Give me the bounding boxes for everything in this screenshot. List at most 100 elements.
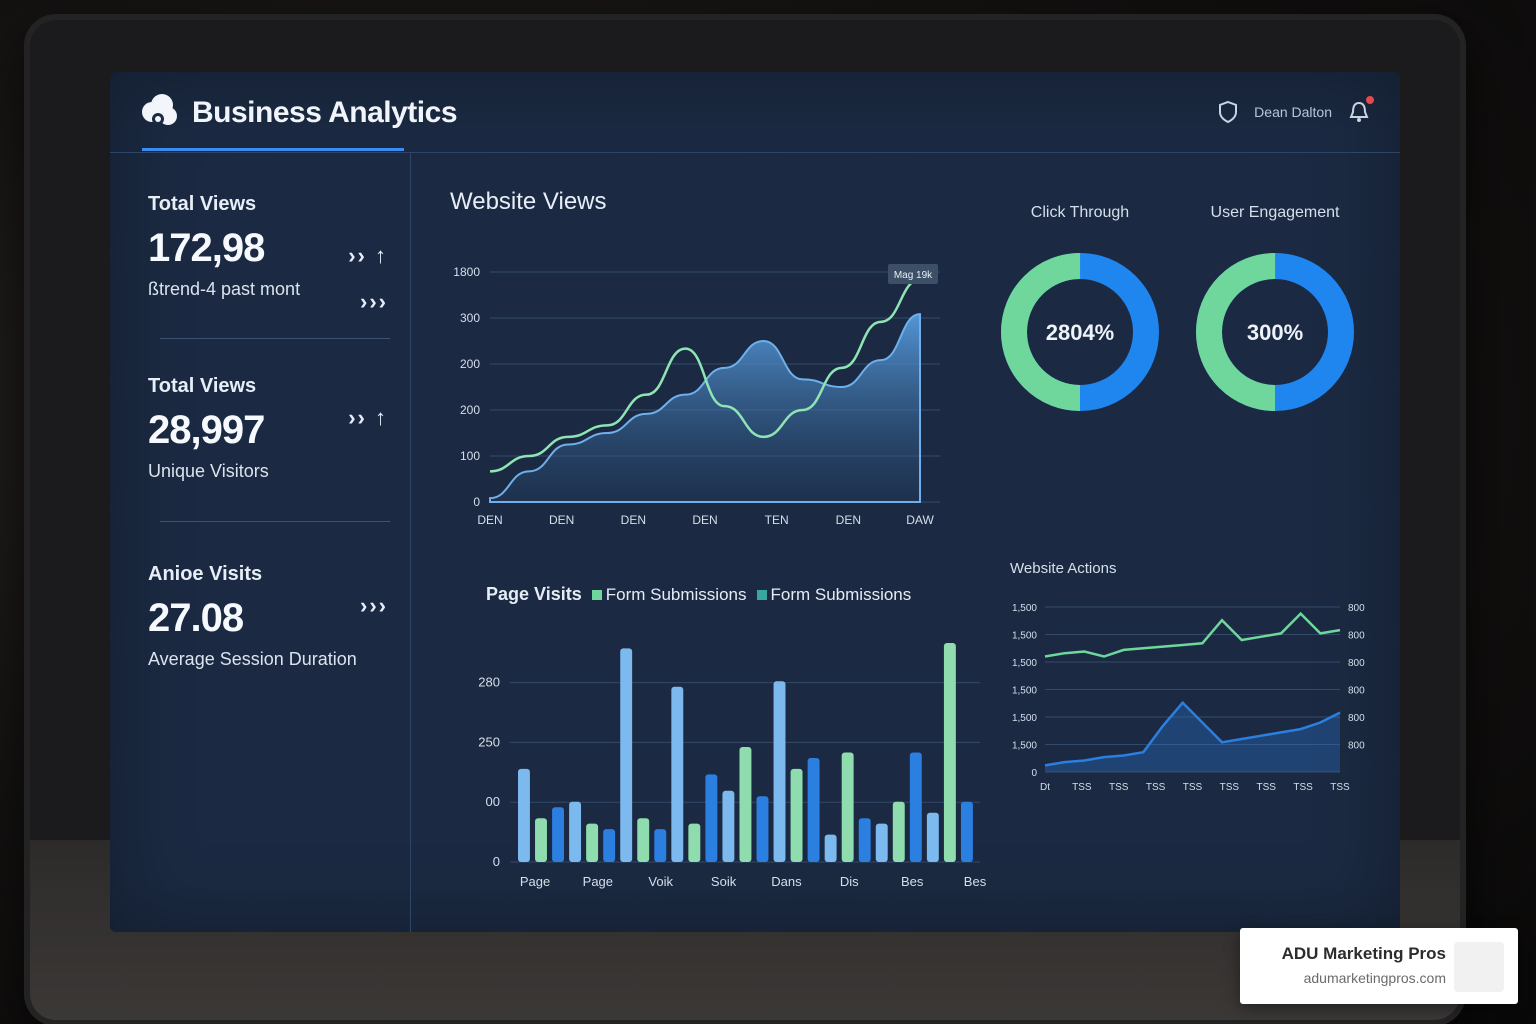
x-tick-label: Soik — [711, 874, 737, 889]
bar — [875, 823, 888, 862]
actions-area-fill — [1045, 702, 1340, 772]
bar — [705, 774, 718, 862]
legend-item[interactable]: Form Submissions — [591, 584, 747, 605]
page-visits-title: Page Visits — [486, 584, 582, 604]
x-tick-label: TSS — [1220, 782, 1240, 793]
y-tick-label: 200 — [460, 357, 480, 371]
x-tick-label: DEN — [836, 513, 861, 527]
x-tick-label: TSS — [1146, 782, 1166, 793]
views-line-series — [489, 278, 921, 473]
views-area-series — [489, 313, 921, 503]
x-tick-label: Dt — [1040, 782, 1050, 793]
y-tick-label: 1,500 — [1012, 631, 1037, 642]
x-tick-label: Bes — [901, 874, 924, 889]
stat-value: 172,98 — [148, 226, 265, 270]
bar — [654, 829, 667, 862]
right-tick-label: 800 — [1348, 741, 1365, 752]
y-tick-label: 250 — [478, 734, 500, 749]
right-tick-label: 800 — [1348, 713, 1365, 724]
bar — [637, 818, 650, 862]
brand-card[interactable]: ADU Marketing Pros adumarketingpros.com — [1240, 928, 1518, 1004]
legend-label: Form Submissions — [605, 584, 747, 604]
donut-center-value: 2804% — [1046, 320, 1115, 345]
user-engagement-donut[interactable]: 300% — [1185, 242, 1365, 422]
right-tick-label: 800 — [1348, 658, 1365, 669]
right-tick-label: 800 — [1348, 603, 1365, 614]
click-through-donut[interactable]: 2804% — [990, 242, 1170, 422]
x-tick-label: TSS — [1183, 782, 1203, 793]
stat-value: 28,997 — [148, 408, 265, 452]
x-tick-label: Page — [583, 874, 613, 889]
x-tick-label: TSS — [1257, 782, 1277, 793]
title-underline — [142, 148, 404, 151]
app-title: Business Analytics — [192, 96, 458, 129]
bar — [603, 829, 616, 862]
y-tick-label: 300 — [460, 311, 480, 325]
bar — [807, 757, 820, 862]
trend-arrows: ›› ↑ — [348, 243, 388, 268]
donut-segment-green — [1196, 253, 1354, 411]
bar — [892, 801, 905, 862]
x-tick-label: DEN — [477, 513, 502, 527]
brand-logo-icon — [1454, 942, 1504, 992]
trend-arrows: ›› ↑ — [348, 405, 388, 430]
bar — [909, 752, 922, 862]
bar — [535, 818, 547, 862]
stat-label: Anioe Visits — [148, 563, 263, 585]
shield-icon[interactable] — [1218, 100, 1238, 124]
bar — [756, 796, 769, 862]
x-tick-label: DAW — [906, 513, 934, 527]
website-actions-chart[interactable]: 0 1,500 1,500 1,500 1,500 1,500 1,500 800 800 800… — [1000, 587, 1385, 802]
y-tick-label: 280 — [478, 675, 500, 690]
top-bar: Business Analytics Dean Dalton — [110, 72, 1400, 153]
website-views-title: Website Views — [450, 188, 607, 215]
stat-value: 27.08 — [148, 596, 244, 640]
peak-tooltip: Mag 19k — [888, 264, 938, 284]
user-menu[interactable]: Dean Dalton — [1254, 104, 1332, 120]
website-views-chart[interactable]: 0 100 200 200 300 1800 DEN DEN DEN DEN TEN DEN DAW M… — [440, 242, 960, 542]
legend-item[interactable]: Form Submissions — [756, 585, 911, 605]
website-actions-title: Website Actions — [1010, 560, 1117, 577]
bar — [824, 834, 837, 862]
svg-text:Mag 19k: Mag 19k — [894, 270, 933, 281]
bar — [671, 686, 684, 862]
stat-card-session-duration[interactable]: Anioe Visits 27.08 Average Session Durat… — [148, 563, 398, 670]
stat-subtitle: ßtrend-4 past mont — [148, 279, 301, 299]
bar — [688, 823, 701, 862]
brand-name: ADU Marketing Pros — [1281, 944, 1446, 963]
y-tick-label: 0 — [493, 854, 500, 869]
bar — [722, 790, 735, 862]
dashboard-screen: Business Analytics Dean Dalton Total Vi — [110, 72, 1400, 932]
chevron-icon: ››› — [360, 289, 388, 314]
divider — [160, 338, 390, 339]
cloud-logo-icon — [142, 94, 177, 125]
bar — [569, 801, 582, 862]
legend-swatch — [591, 589, 602, 600]
stat-label: Total Views — [148, 193, 257, 215]
y-tick-label: 200 — [460, 403, 480, 417]
donut-segment-green — [1001, 253, 1159, 411]
notifications-button[interactable] — [1348, 96, 1374, 124]
bar — [586, 823, 599, 862]
x-tick-label: Bes — [964, 874, 987, 889]
y-tick-label: 1,500 — [1012, 658, 1037, 669]
y-tick-label: 100 — [460, 449, 480, 463]
y-tick-label: 0 — [1031, 768, 1037, 779]
x-tick-label: TSS — [1109, 782, 1129, 793]
divider — [160, 521, 390, 522]
y-tick-label: 1,500 — [1012, 603, 1037, 614]
x-tick-label: TSS — [1072, 782, 1092, 793]
page-visits-legend: Page Visits Form Submissions Form Submis… — [486, 584, 911, 605]
donut-title-click-through: Click Through — [1030, 204, 1130, 221]
y-tick-label: 00 — [486, 794, 500, 809]
stat-card-total-views[interactable]: Total Views 172,98 ßtrend-4 past mont ››… — [148, 193, 398, 314]
stat-card-unique-visitors[interactable]: Total Views 28,997 Unique Visitors ›› ↑ — [148, 375, 398, 482]
x-tick-label: DEN — [621, 513, 646, 527]
kpi-sidebar: Total Views 172,98 ßtrend-4 past mont ››… — [110, 153, 411, 932]
x-tick-label: DEN — [692, 513, 717, 527]
bar — [926, 812, 939, 862]
x-tick-label: Dis — [840, 874, 859, 889]
bar — [841, 752, 854, 862]
legend-swatch — [756, 589, 767, 600]
